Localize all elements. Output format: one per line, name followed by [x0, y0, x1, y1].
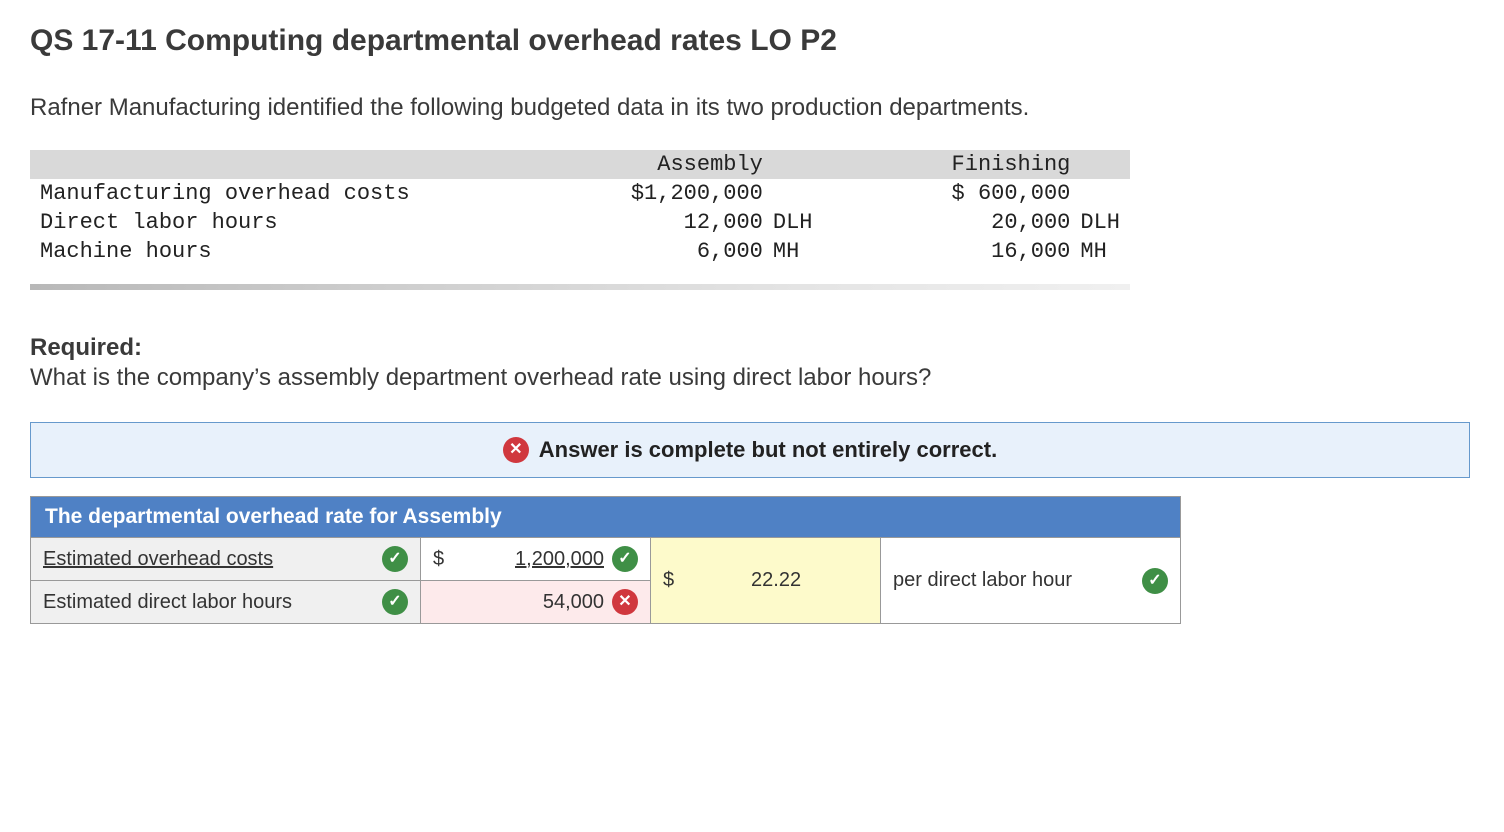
- answer-value: 1,200,000: [452, 548, 604, 571]
- answer-table-title: The departmental overhead rate for Assem…: [31, 497, 1181, 538]
- data-row-label: Direct labor hours: [30, 208, 515, 237]
- check-icon: ✓: [612, 546, 638, 572]
- answer-table: The departmental overhead rate for Assem…: [30, 496, 1181, 624]
- data-cell: $1,200,000: [515, 179, 773, 208]
- data-cell: $ 600,000: [823, 179, 1081, 208]
- check-icon: ✓: [1142, 568, 1168, 594]
- data-cell-unit: [1080, 179, 1130, 208]
- answer-unit-cell[interactable]: per direct labor hour ✓: [881, 538, 1181, 624]
- required-label: Required:: [30, 334, 1474, 362]
- data-cell-unit: MH: [1080, 237, 1130, 266]
- answer-result-cell[interactable]: $ 22.22: [651, 538, 881, 624]
- feedback-text: Answer is complete but not entirely corr…: [539, 437, 997, 463]
- answer-label-cell[interactable]: Estimated overhead costs ✓: [31, 538, 421, 581]
- budget-data-table: Assembly Finishing Manufacturing overhea…: [30, 150, 1130, 266]
- check-icon: ✓: [382, 589, 408, 615]
- x-icon: ✕: [612, 589, 638, 615]
- answer-row-label: Estimated overhead costs: [43, 548, 273, 571]
- data-cell-unit: MH: [773, 237, 823, 266]
- data-header-finishing: Finishing: [823, 150, 1081, 179]
- answer-unit-label: per direct labor hour: [893, 569, 1072, 592]
- answer-value: 54,000: [441, 591, 604, 614]
- answer-label-cell[interactable]: Estimated direct labor hours ✓: [31, 581, 421, 624]
- data-row-label: Manufacturing overhead costs: [30, 179, 515, 208]
- answer-value-cell[interactable]: $ 1,200,000 ✓: [421, 538, 651, 581]
- table-scrollbar[interactable]: [30, 284, 1130, 290]
- data-row-label: Machine hours: [30, 237, 515, 266]
- currency-prefix: $: [433, 548, 444, 571]
- data-cell: 6,000: [515, 237, 773, 266]
- data-header-blank: [30, 150, 515, 179]
- answer-value-cell[interactable]: 54,000 ✕: [421, 581, 651, 624]
- data-cell: 12,000: [515, 208, 773, 237]
- feedback-banner: ✕ Answer is complete but not entirely co…: [30, 422, 1470, 478]
- data-cell-unit: DLH: [773, 208, 823, 237]
- check-icon: ✓: [382, 546, 408, 572]
- problem-intro: Rafner Manufacturing identified the foll…: [30, 94, 1474, 122]
- data-cell-unit: DLH: [1080, 208, 1130, 237]
- data-cell: 16,000: [823, 237, 1081, 266]
- answer-row-label: Estimated direct labor hours: [43, 591, 292, 614]
- answer-result: 22.22: [684, 569, 868, 592]
- x-icon: ✕: [503, 437, 529, 463]
- data-cell: 20,000: [823, 208, 1081, 237]
- required-question: What is the company’s assembly departmen…: [30, 364, 1474, 392]
- page-title: QS 17-11 Computing departmental overhead…: [30, 24, 1474, 58]
- currency-prefix: $: [663, 569, 674, 592]
- data-cell-unit: [773, 179, 823, 208]
- data-header-assembly: Assembly: [515, 150, 773, 179]
